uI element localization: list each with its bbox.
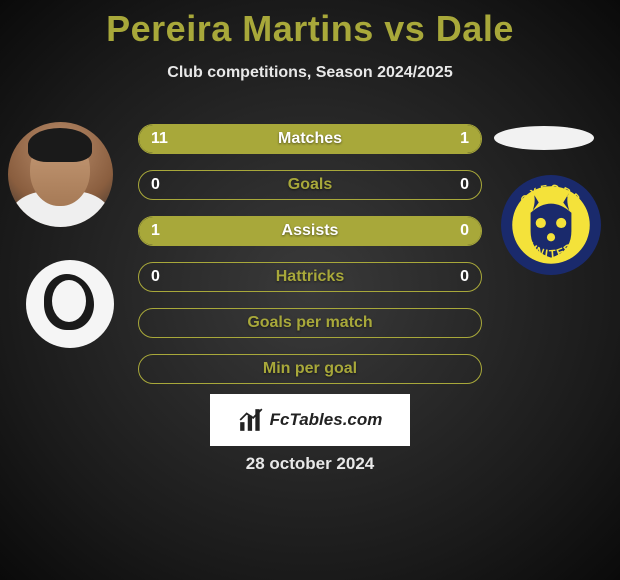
oxford-united-crest-icon: OXFORD UNITED [500, 174, 602, 276]
footer-date: 28 october 2024 [0, 454, 620, 474]
stat-row: Goals per match [138, 308, 482, 338]
stat-row: 0 0Hattricks [138, 262, 482, 292]
stat-label: Matches [139, 130, 481, 148]
stat-label: Assists [139, 222, 481, 240]
player-hair [28, 128, 92, 162]
stat-label: Hattricks [139, 268, 481, 286]
stat-value-right: 0 [460, 222, 469, 240]
player-right-photo-placeholder [494, 126, 594, 150]
stat-value-right: 0 [460, 176, 469, 194]
stat-row: 111Matches [138, 124, 482, 154]
stat-label: Min per goal [139, 360, 481, 378]
club-right-badge: OXFORD UNITED [500, 174, 602, 276]
page-title: Pereira Martins vs Dale [0, 0, 620, 50]
stat-row: 1 0Assists [138, 216, 482, 246]
stat-value-right: 0 [460, 268, 469, 286]
stat-row: Min per goal [138, 354, 482, 384]
stat-value-left: 0 [151, 176, 160, 194]
stat-value-left: 11 [151, 130, 168, 148]
club-left-badge [26, 260, 114, 348]
stat-value-right: 1 [460, 130, 469, 148]
footer-site-text: FcTables.com [270, 410, 383, 430]
player-left-photo [8, 122, 113, 227]
swansea-swan-icon [44, 274, 94, 330]
footer-logo: FcTables.com [210, 394, 410, 446]
stat-row: 0 0Goals [138, 170, 482, 200]
stat-label: Goals [139, 176, 481, 194]
stats-container: 111Matches00Goals10Assists00HattricksGoa… [138, 124, 482, 400]
stat-value-left: 0 [151, 268, 160, 286]
page-subtitle: Club competitions, Season 2024/2025 [0, 64, 620, 82]
stat-label: Goals per match [139, 314, 481, 332]
stat-value-left: 1 [151, 222, 160, 240]
chart-icon [238, 407, 264, 433]
